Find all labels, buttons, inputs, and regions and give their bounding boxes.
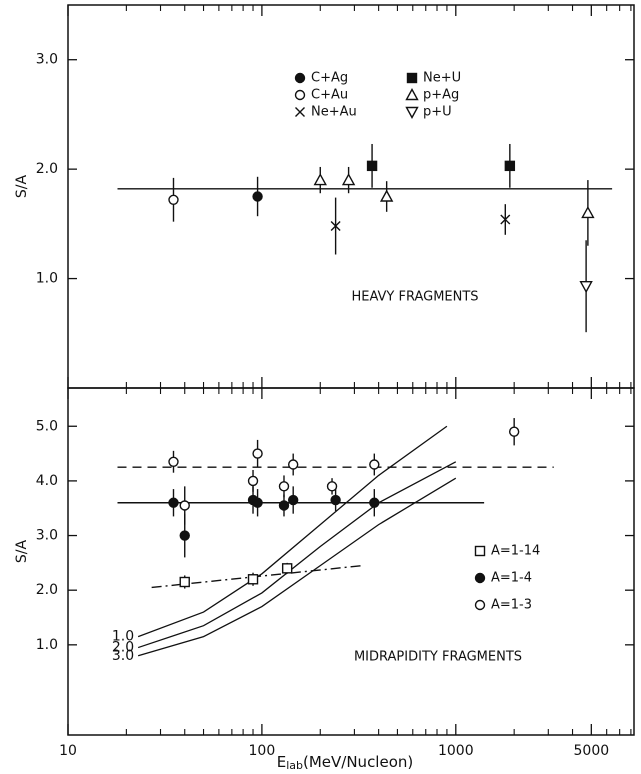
model-curve bbox=[137, 461, 457, 649]
marker bbox=[330, 221, 341, 232]
y-tick-label: 5.0 bbox=[36, 418, 58, 434]
legend-label: C+Au bbox=[311, 88, 348, 103]
marker bbox=[168, 456, 179, 467]
legend-label: A=1-14 bbox=[491, 544, 540, 559]
marker bbox=[581, 205, 595, 219]
y-tick-label: 2.0 bbox=[36, 582, 58, 598]
legend-marker bbox=[474, 599, 486, 611]
legend-label: A=1-3 bbox=[491, 598, 532, 613]
marker bbox=[247, 574, 259, 585]
marker bbox=[179, 530, 190, 541]
marker bbox=[369, 497, 380, 508]
marker bbox=[366, 160, 378, 172]
marker bbox=[287, 494, 299, 506]
x-label-unit: (MeV/Nucleon) bbox=[303, 753, 413, 771]
marker bbox=[579, 281, 593, 294]
marker bbox=[278, 481, 290, 492]
y-axis-label: S/A bbox=[14, 174, 30, 198]
plot-frame bbox=[67, 387, 635, 736]
marker bbox=[287, 459, 299, 470]
y-tick-label: 2.0 bbox=[36, 161, 58, 177]
marker bbox=[168, 497, 179, 508]
annotation: MIDRAPIDITY FRAGMENTS bbox=[354, 650, 522, 665]
x-tick-label: 1000 bbox=[438, 743, 474, 759]
legend-label: C+Ag bbox=[311, 71, 348, 86]
marker bbox=[379, 189, 394, 202]
legend-marker bbox=[294, 72, 306, 84]
legend-marker bbox=[474, 545, 486, 557]
marker bbox=[252, 448, 263, 459]
x-tick-label: 10 bbox=[59, 743, 77, 759]
y-tick-label: 4.0 bbox=[36, 473, 58, 489]
marker bbox=[247, 475, 259, 487]
marker bbox=[252, 191, 263, 202]
model-curve bbox=[137, 477, 457, 657]
marker bbox=[330, 494, 341, 506]
legend-label: p+U bbox=[423, 105, 452, 120]
legend-marker bbox=[405, 106, 419, 119]
x-tick-label: 100 bbox=[249, 743, 276, 759]
marker bbox=[179, 576, 190, 588]
marker bbox=[341, 173, 356, 186]
marker bbox=[508, 426, 520, 437]
x-label-symbol: E bbox=[277, 753, 286, 771]
annotation: HEAVY FRAGMENTS bbox=[351, 290, 478, 305]
marker bbox=[252, 497, 263, 508]
marker bbox=[369, 459, 380, 470]
legend-label: Ne+U bbox=[423, 71, 461, 86]
legend-label: Ne+Au bbox=[311, 105, 357, 120]
marker bbox=[504, 160, 516, 172]
legend-label: p+Ag bbox=[423, 88, 459, 103]
legend-marker bbox=[295, 107, 305, 117]
y-axis-label: S/A bbox=[14, 539, 30, 563]
legend-marker bbox=[294, 89, 306, 101]
marker bbox=[500, 214, 511, 225]
legend-label: A=1-4 bbox=[491, 571, 532, 586]
plot-frame bbox=[67, 4, 635, 389]
y-tick-label: 1.0 bbox=[36, 637, 58, 653]
model-curve bbox=[137, 425, 448, 638]
legend-marker bbox=[405, 88, 419, 101]
x-axis-label: Elab(MeV/Nucleon) bbox=[277, 753, 414, 773]
curve-label: 1.0 bbox=[112, 629, 134, 645]
x-tick-label: 5000 bbox=[574, 743, 610, 759]
marker bbox=[313, 173, 327, 186]
marker bbox=[281, 563, 293, 574]
y-tick-label: 3.0 bbox=[36, 528, 58, 544]
marker bbox=[326, 481, 338, 492]
x-label-subscript: lab bbox=[286, 759, 303, 772]
y-tick-label: 3.0 bbox=[36, 52, 58, 68]
marker bbox=[168, 194, 179, 205]
curve-label: 2.0 bbox=[112, 640, 134, 656]
curve-label: 3.0 bbox=[112, 648, 134, 664]
y-tick-label: 1.0 bbox=[36, 271, 58, 287]
marker bbox=[278, 500, 290, 511]
legend-marker bbox=[474, 572, 486, 584]
marker bbox=[179, 500, 190, 511]
legend-marker bbox=[406, 72, 418, 84]
